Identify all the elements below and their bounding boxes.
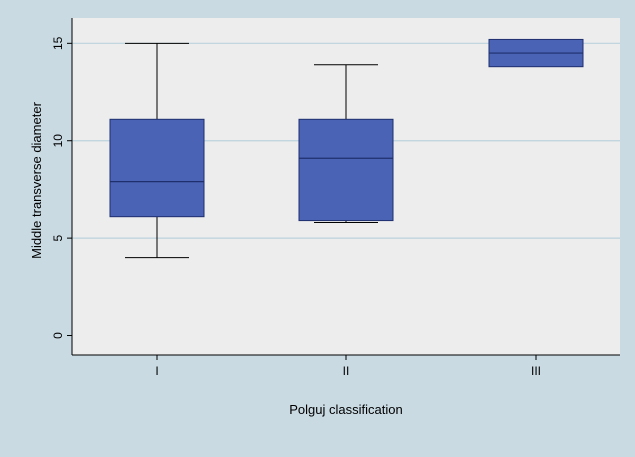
y-tick-label-5: 5 bbox=[51, 234, 65, 241]
box-III bbox=[488, 38, 584, 68]
x-tick-label-III: III bbox=[531, 364, 541, 378]
box-II bbox=[298, 64, 394, 224]
x-tick-label-II: II bbox=[343, 364, 350, 378]
boxes bbox=[109, 38, 584, 259]
y-tick-label-15: 15 bbox=[51, 36, 65, 50]
box-rect-II bbox=[298, 118, 394, 222]
x-axis-title: Polguj classification bbox=[289, 402, 402, 417]
box-rect-I bbox=[109, 118, 205, 218]
x-tick-label-I: I bbox=[155, 364, 158, 378]
y-axis-title: Middle transverse diameter bbox=[29, 101, 44, 258]
y-tick-label-10: 10 bbox=[51, 134, 65, 148]
y-tick-label-0: 0 bbox=[51, 332, 65, 339]
box-I bbox=[109, 42, 205, 259]
